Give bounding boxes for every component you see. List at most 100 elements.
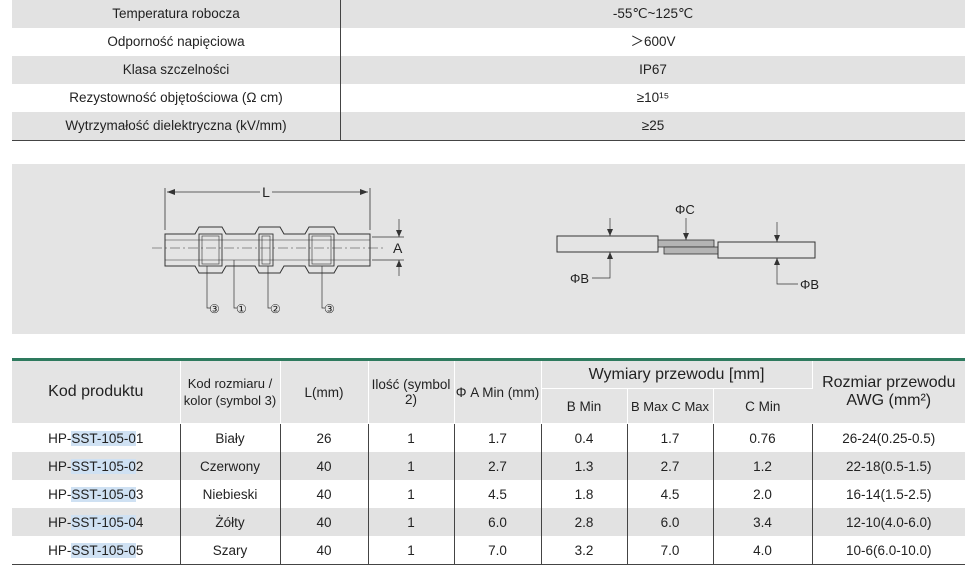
cell-b-max: 4.5: [627, 480, 714, 508]
callout-leader: [267, 266, 271, 309]
code-prefix: HP-: [48, 514, 72, 530]
arrow-icon: [774, 235, 780, 242]
cell-code: HP-SST-105-01: [12, 423, 181, 452]
header-c-min: C Min: [713, 388, 813, 424]
crimp-barrel: [258, 233, 274, 267]
label-PhiC: ΦC: [675, 202, 695, 217]
cell-length: 40: [280, 480, 369, 508]
code-prefix: HP-: [48, 542, 72, 558]
dim-line-PhiB: [776, 258, 798, 285]
dim-line-PhiB: [592, 252, 611, 279]
cell-awg: 12-10(4.0-6.0): [812, 508, 966, 536]
cell-b-min: 1.3: [541, 452, 628, 480]
code-suffix: 5: [135, 542, 144, 558]
header-qty: Ilość (symbol 2): [368, 358, 455, 424]
spec-value: -55℃~125℃: [340, 0, 965, 28]
cell-phi-a: 7.0: [454, 536, 542, 565]
spec-value: IP67: [340, 56, 965, 84]
cell-b-max: 6.0: [627, 508, 714, 536]
code-suffix: 4: [135, 514, 144, 530]
callout-leader: [233, 260, 237, 309]
table-row: HP-SST-105-01 Biały 26 1 1.7 0.4 1.7 0.7…: [12, 423, 965, 452]
cell-qty: 1: [368, 508, 455, 536]
code-prefix: HP-: [48, 486, 72, 502]
callout-2: ②: [270, 302, 281, 316]
cell-b-min: 1.8: [541, 480, 628, 508]
callout-leader: [206, 266, 211, 309]
table-row: HP-SST-105-03 Niebieski 40 1 4.5 1.8 4.5…: [12, 480, 965, 508]
header-code: Kod produktu: [12, 358, 181, 424]
label-PhiB-right: ΦB: [800, 277, 819, 292]
header-awg: Rozmiar przewodu AWG (mm²): [812, 358, 966, 424]
arrow-icon: [360, 189, 368, 195]
cell-length: 40: [280, 508, 369, 536]
arrow-icon: [774, 258, 780, 265]
cell-color: Niebieski: [180, 480, 281, 508]
spec-table: Temperatura robocza -55℃~125℃ Odporność …: [12, 0, 965, 140]
header-b-min: B Min: [541, 388, 628, 424]
cell-c-min: 0.76: [713, 423, 813, 452]
code-highlight: SST-105-0: [71, 458, 136, 474]
cell-b-min: 3.2: [541, 536, 628, 565]
cell-awg: 22-18(0.5-1.5): [812, 452, 966, 480]
callout-1: ①: [236, 302, 247, 316]
code-suffix: 1: [135, 430, 144, 446]
cell-b-max: 1.7: [627, 423, 714, 452]
cell-color: Szary: [180, 536, 281, 565]
cell-c-min: 4.0: [713, 536, 813, 565]
spec-label: Rezystowność objętościowa (Ω cm): [69, 90, 283, 105]
code-highlight: SST-105-0: [71, 542, 136, 558]
code-suffix: 3: [135, 486, 144, 502]
callout-leader: [321, 266, 325, 309]
code-suffix: 2: [135, 458, 144, 474]
arrow-icon: [607, 229, 613, 236]
wire-right: [717, 241, 816, 259]
cell-phi-a: 6.0: [454, 508, 542, 536]
cell-code: HP-SST-105-03: [12, 480, 181, 508]
spec-label: Klasa szczelności: [122, 62, 230, 77]
spec-row: Wytrzymałość dielektryczna (kV/mm) ≥25: [12, 112, 965, 140]
cell-b-min: 2.8: [541, 508, 628, 536]
spec-label: Temperatura robocza: [112, 6, 240, 21]
header-length: L(mm): [280, 358, 369, 424]
spec-value: ≥25: [340, 112, 965, 140]
arrow-icon: [607, 252, 613, 259]
cell-qty: 1: [368, 536, 455, 565]
code-highlight: SST-105-0: [71, 486, 136, 502]
table-row: HP-SST-105-04 Żółty 40 1 6.0 2.8 6.0 3.4…: [12, 508, 966, 536]
code-prefix: HP-: [48, 430, 72, 446]
cell-code: HP-SST-105-04: [12, 508, 181, 536]
cell-length: 26: [280, 423, 369, 452]
code-prefix: HP-: [48, 458, 72, 474]
label-A: A: [393, 240, 403, 256]
label-PhiB-left: ΦB: [570, 271, 589, 286]
header-wire-group: Wymiary przewodu [mm]: [541, 358, 813, 389]
spec-value: ＞600V: [340, 28, 965, 56]
header-b-max-c-max: B Max C Max: [627, 388, 714, 424]
label-L: L: [262, 184, 270, 200]
arrow-icon: [396, 260, 402, 267]
arrow-icon: [396, 230, 402, 237]
spec-label: Odporność napięciowa: [107, 34, 245, 49]
cell-awg: 16-14(1.5-2.5): [846, 486, 932, 502]
cell-code: HP-SST-105-02: [12, 452, 181, 480]
cell-code: HP-SST-105-05: [12, 536, 181, 565]
cell-qty: 1: [368, 423, 455, 452]
callout-3-left: ③: [209, 302, 220, 316]
spec-row: Rezystowność objętościowa (Ω cm) ≥10¹⁵: [12, 84, 965, 112]
cell-awg: 10-6(6.0-10.0): [812, 536, 966, 565]
connector-drawing: L A ③ ① ② ③: [152, 184, 819, 316]
arrow-icon: [167, 189, 175, 195]
cell-b-max: 7.0: [627, 536, 714, 565]
header-size-color: Kod rozmiaru / kolor (symbol 3): [180, 358, 281, 424]
spec-row: Temperatura robocza -55℃~125℃: [12, 0, 965, 28]
spec-divider: [12, 140, 965, 141]
dimension-diagram: L A ③ ① ② ③: [12, 164, 965, 334]
connector-body: [164, 226, 371, 274]
crimp-barrel: [198, 233, 223, 267]
code-highlight: SST-105-0: [71, 430, 136, 446]
cell-awg: 26-24(0.25-0.5): [842, 430, 936, 446]
wire-left: [556, 235, 659, 253]
cell-c-min: 2.0: [713, 480, 813, 508]
table-row: HP-SST-105-05 Szary 40 1 7.0 3.2 7.0 4.0…: [12, 536, 966, 565]
